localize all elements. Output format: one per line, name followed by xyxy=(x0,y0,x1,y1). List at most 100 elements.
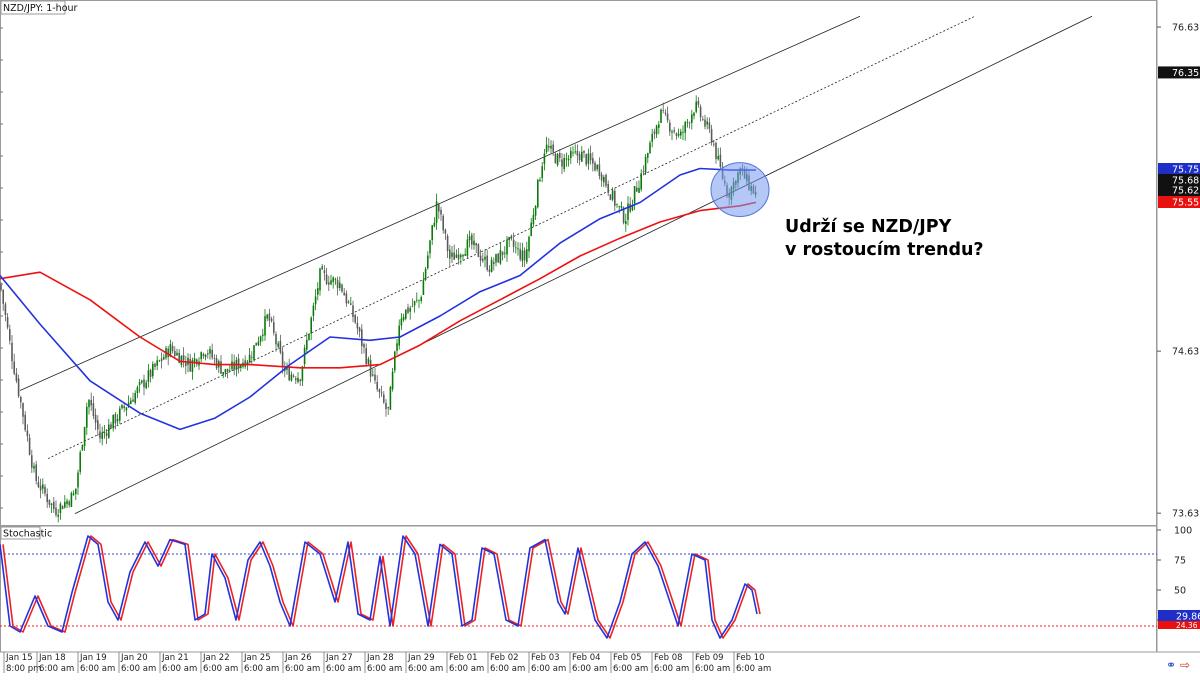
candle-body xyxy=(618,206,620,208)
candle-body xyxy=(310,317,312,334)
candle-body xyxy=(251,357,253,358)
candle-body xyxy=(413,301,416,306)
candle-body xyxy=(642,171,645,172)
candle-body xyxy=(649,142,651,154)
price-panel[interactable] xyxy=(0,0,1157,526)
candle-body xyxy=(323,270,326,274)
candle-body xyxy=(202,353,205,357)
candle-body xyxy=(149,369,152,377)
candle-body xyxy=(462,254,464,257)
candle-body xyxy=(561,159,563,167)
arrow-right-icon[interactable]: ⇨ xyxy=(1179,658,1190,672)
corner-toolbar: ⚭ ⇨ xyxy=(1166,658,1190,672)
candle-body xyxy=(479,255,482,261)
candle-body xyxy=(347,301,350,303)
candle-body xyxy=(222,371,224,375)
candle-body xyxy=(519,248,521,260)
candle-body xyxy=(66,500,68,505)
candle-body xyxy=(350,303,352,305)
candle-body xyxy=(418,300,420,302)
candle-body xyxy=(427,255,429,269)
candle-body xyxy=(451,252,453,257)
candle-body xyxy=(215,358,218,369)
stoch-tick-label: 50 xyxy=(1174,586,1186,597)
annotation-line-2: v rostoucím trendu? xyxy=(785,240,984,260)
candle-body xyxy=(99,431,101,439)
candle-body xyxy=(598,164,601,176)
candle-body xyxy=(136,387,139,393)
date-label: Jan 29 xyxy=(407,653,435,663)
candle-body xyxy=(422,280,425,295)
candle-body xyxy=(86,406,88,428)
candle-body xyxy=(253,345,255,361)
candle-body xyxy=(695,101,697,112)
candle-body xyxy=(50,503,53,506)
candle-body xyxy=(460,255,462,258)
stochastic-panel[interactable] xyxy=(0,525,1157,653)
price-label-box xyxy=(1158,196,1200,208)
candle-body xyxy=(517,248,519,250)
candle-body xyxy=(134,392,136,403)
highlight-ellipse xyxy=(710,162,770,218)
candle-body xyxy=(46,493,48,502)
date-label: Feb 09 xyxy=(695,653,724,663)
candle-body xyxy=(611,190,614,200)
candle-body xyxy=(570,150,572,159)
candle-body xyxy=(369,359,372,377)
date-label: Feb 10 xyxy=(736,653,765,663)
candle-body xyxy=(174,350,176,357)
candle-body xyxy=(688,122,691,124)
candle-body xyxy=(662,110,664,112)
price-labels: 76.353 75.75375.68775.62575.551 xyxy=(1158,66,1200,209)
candle-body xyxy=(341,284,343,292)
candle-body xyxy=(105,432,108,437)
candle-body xyxy=(332,277,334,282)
candle-body xyxy=(559,153,561,158)
candle-body xyxy=(145,382,147,389)
candle-body xyxy=(273,322,275,333)
date-label: Jan 15 xyxy=(5,653,33,663)
candle-body xyxy=(143,379,145,388)
candle-body xyxy=(266,314,268,319)
candle-body xyxy=(609,194,612,200)
candle-body xyxy=(299,379,301,382)
candle-body xyxy=(552,144,554,152)
time-label: 6:00 am xyxy=(203,664,238,674)
candle-body xyxy=(354,314,356,323)
candle-body xyxy=(706,121,708,125)
candle-body xyxy=(81,445,84,451)
time-label: 8:00 pm xyxy=(6,664,41,674)
candle-body xyxy=(154,363,156,368)
time-label: 6:00 am xyxy=(39,664,74,674)
candle-body xyxy=(204,354,207,358)
candle-body xyxy=(592,158,594,164)
candle-body xyxy=(651,133,653,142)
candle-body xyxy=(39,485,42,491)
candle-body xyxy=(475,243,477,246)
date-label: Feb 01 xyxy=(449,653,478,663)
candle-body xyxy=(640,173,642,190)
candle-body xyxy=(466,239,469,257)
candle-body xyxy=(121,404,123,409)
candle-body xyxy=(574,151,576,153)
candle-body xyxy=(336,280,339,289)
link-icon[interactable]: ⚭ xyxy=(1166,658,1177,672)
time-label: 6:00 am xyxy=(531,664,566,674)
candle-body xyxy=(103,432,106,433)
candle-body xyxy=(31,455,33,468)
channel-lower-line xyxy=(74,15,1093,515)
candle-body xyxy=(24,414,26,431)
channel-upper-line xyxy=(19,15,861,391)
stoch-d-value: 24.36 xyxy=(1176,621,1198,630)
candle-body xyxy=(563,157,565,170)
candle-body xyxy=(185,362,187,367)
candle-body xyxy=(391,371,394,390)
candle-body xyxy=(653,131,656,134)
candle-body xyxy=(636,187,638,192)
time-label: 6:00 am xyxy=(613,664,648,674)
candle-body xyxy=(286,368,288,370)
time-label: 6:00 am xyxy=(736,664,771,674)
price-label-value: 75.625 xyxy=(1172,186,1200,197)
